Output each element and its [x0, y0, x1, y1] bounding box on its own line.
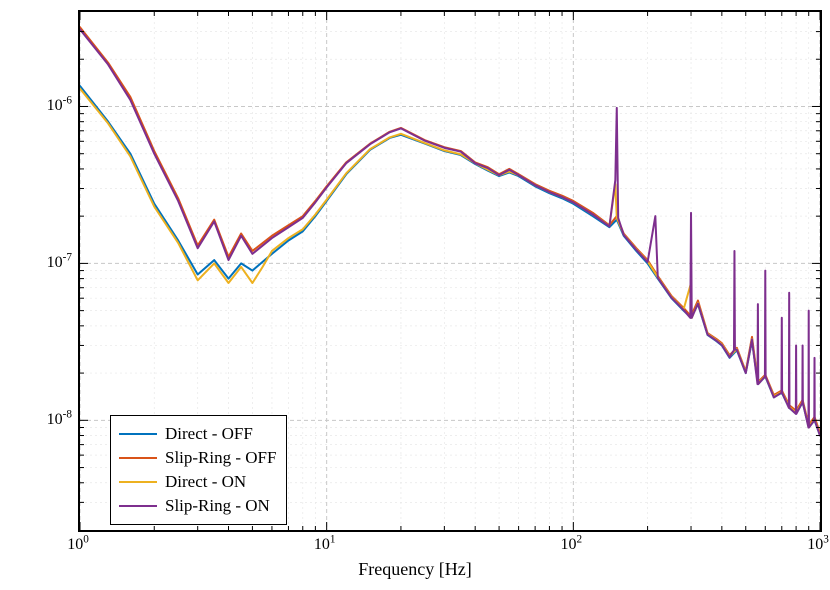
legend-item: Direct - OFF	[119, 422, 276, 446]
legend-swatch	[119, 433, 157, 435]
x-tick-label: 102	[561, 534, 583, 554]
legend-label: Slip-Ring - ON	[165, 496, 270, 516]
legend-swatch	[119, 457, 157, 459]
legend: Direct - OFF Slip-Ring - OFF Direct - ON Sl…	[110, 415, 287, 525]
legend-label: Slip-Ring - OFF	[165, 448, 276, 468]
legend-label: Direct - OFF	[165, 424, 253, 444]
legend-item: Slip-Ring - OFF	[119, 446, 276, 470]
y-tick-label: 10-8	[30, 408, 72, 428]
x-axis-label: Frequency [Hz]	[358, 559, 471, 580]
x-tick-label: 101	[314, 534, 336, 554]
x-tick-label: 100	[67, 534, 89, 554]
legend-item: Direct - ON	[119, 470, 276, 494]
x-tick-label: 103	[807, 534, 829, 554]
legend-label: Direct - ON	[165, 472, 246, 492]
legend-swatch	[119, 481, 157, 483]
y-tick-label: 10-6	[30, 94, 72, 114]
y-tick-label: 10-7	[30, 251, 72, 271]
legend-item: Slip-Ring - ON	[119, 494, 276, 518]
legend-swatch	[119, 505, 157, 507]
